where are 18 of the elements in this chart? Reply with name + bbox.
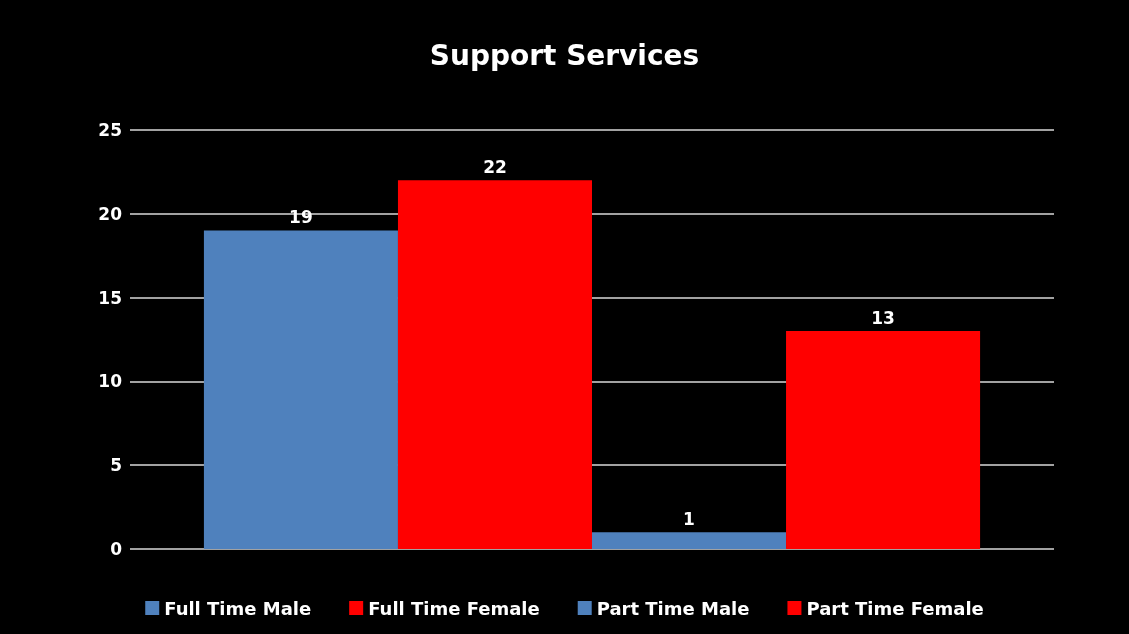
y-tick-label: 10 xyxy=(98,371,123,392)
legend-label: Full Time Female xyxy=(368,597,540,619)
legend-label: Full Time Male xyxy=(164,597,312,619)
bar xyxy=(592,532,787,549)
legend-label: Part Time Male xyxy=(596,597,750,619)
y-tick-label: 5 xyxy=(110,455,122,476)
y-tick-label: 0 xyxy=(110,539,123,559)
data-label: 22 xyxy=(483,156,507,177)
data-label: 13 xyxy=(871,307,895,328)
y-tick-label: 20 xyxy=(98,203,123,224)
data-label: 1 xyxy=(683,508,695,529)
y-tick-label: 25 xyxy=(98,120,122,140)
y-tick-label: 15 xyxy=(98,287,122,308)
bar xyxy=(203,230,398,549)
chart-title: Support Services xyxy=(429,38,700,72)
legend-label: Part Time Female xyxy=(806,597,984,619)
bar xyxy=(786,331,981,549)
bar xyxy=(397,180,592,549)
